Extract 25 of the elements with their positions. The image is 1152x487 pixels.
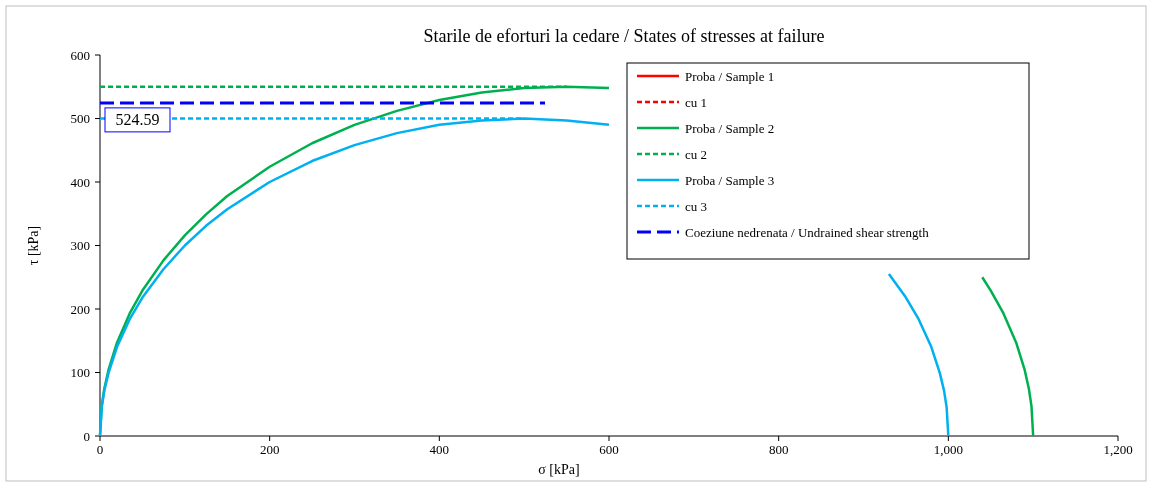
chart-title: Starile de eforturi la cedare / States of stresses at failure — [423, 26, 825, 46]
legend-label: Coeziune nedrenata / Undrained shear strength — [685, 224, 930, 240]
y-tick-label: 300 — [70, 238, 90, 253]
legend-label: cu 3 — [685, 198, 708, 214]
y-tick-label: 200 — [70, 301, 90, 317]
legend-label: Proba / Sample 1 — [685, 68, 775, 84]
y-tick-label: 0 — [83, 428, 90, 444]
legend-label: Proba / Sample 3 — [685, 172, 775, 188]
legend-label: Proba / Sample 2 — [685, 120, 775, 136]
x-tick-label: 200 — [259, 442, 280, 457]
y-tick-label: 100 — [70, 365, 90, 380]
x-tick-label: 1,000 — [933, 442, 963, 457]
legend-label: cu 1 — [685, 94, 708, 110]
y-tick-label: 400 — [70, 174, 90, 190]
y-tick-label: 500 — [70, 111, 90, 126]
y-tick-label: 600 — [70, 47, 90, 63]
x-tick-label: 600 — [599, 442, 619, 457]
x-tick-label: 800 — [768, 442, 789, 457]
x-axis-title: σ [kPa] — [538, 462, 580, 477]
annotation: 524.59 — [115, 111, 160, 129]
x-tick-label: 1,200 — [1103, 442, 1133, 457]
legend-label: cu 2 — [685, 146, 708, 162]
x-tick-label: 0 — [96, 442, 104, 457]
y-axis-title: τ [kPa] — [26, 225, 41, 266]
x-tick-label: 400 — [429, 442, 450, 457]
